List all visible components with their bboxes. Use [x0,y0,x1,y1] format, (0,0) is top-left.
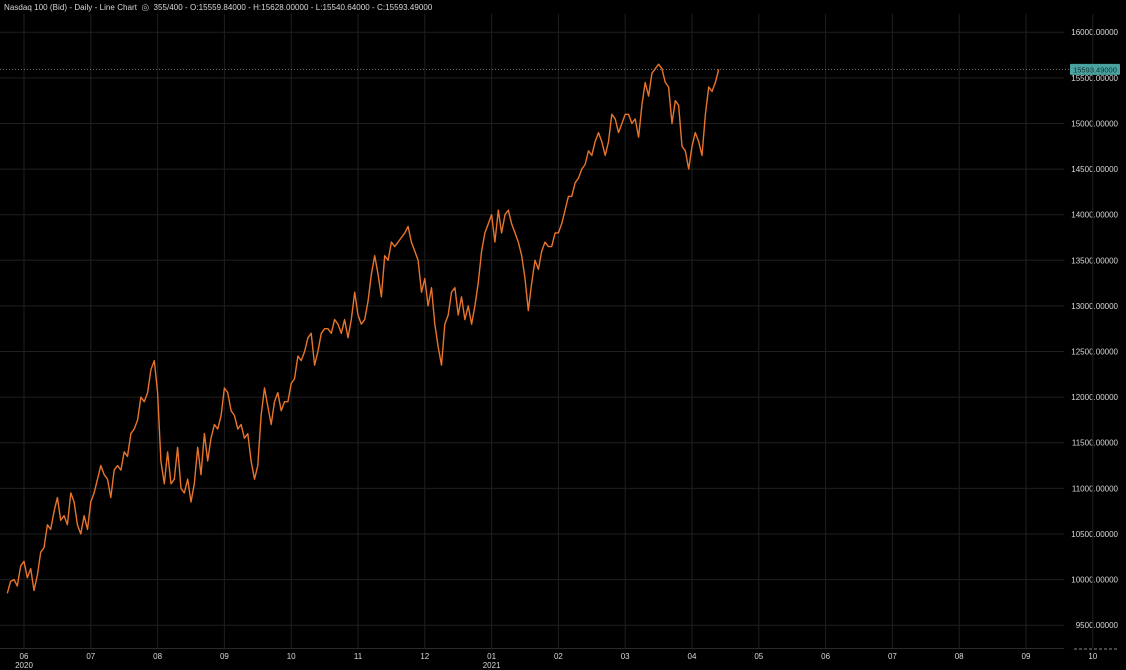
y-tick-label: 15000.00000 [1071,119,1118,128]
instrument-label: Nasdaq 100 (Bid) - Daily - Line Chart [4,3,138,12]
price-series-line [6,63,720,594]
y-tick-label: 9500.00000 [1076,621,1119,630]
x-tick-label: 08 [153,652,162,661]
x-tick-label: 08 [955,652,964,661]
x-tick-label: 02 [554,652,563,661]
last-price-badge [1070,63,1120,75]
x-tick-label: 07 [888,652,897,661]
y-tick-label: 13500.00000 [1071,256,1118,265]
ohlc-readout: 355/400 - O:15559.84000 - H:15628.00000 … [153,3,433,12]
chart-header: Nasdaq 100 (Bid) - Daily - Line Chart ◎ … [4,2,432,13]
year-label: 2020 [15,661,33,670]
y-tick-label: 14000.00000 [1071,211,1118,220]
x-tick-label: 03 [621,652,630,661]
last-price-label: 15593.49000 [1073,65,1117,74]
x-tick-label: 12 [420,652,429,661]
x-tick-label: 06 [20,652,29,661]
x-tick-label: 01 [487,652,496,661]
y-tick-label: 11500.00000 [1072,439,1119,448]
x-tick-label: 11 [354,652,363,661]
x-tick-label: 07 [86,652,95,661]
y-tick-label: 10000.00000 [1071,576,1118,585]
x-tick-label: 10 [287,652,296,661]
y-tick-label: 12500.00000 [1071,348,1118,357]
y-tick-label: 11000.00000 [1072,484,1119,493]
y-tick-label: 14500.00000 [1071,165,1118,174]
y-tick-label: 15500.00000 [1071,74,1118,83]
y-tick-label: 12000.00000 [1071,393,1118,402]
year-label: 2021 [483,661,501,670]
y-tick-label: 16000.00000 [1071,28,1118,37]
x-tick-label: 09 [1022,652,1031,661]
x-tick-label: 10 [1088,652,1097,661]
x-tick-label: 09 [220,652,229,661]
y-tick-label: 10500.00000 [1071,530,1118,539]
x-tick-label: 05 [754,652,763,661]
y-tick-label: 13000.00000 [1071,302,1118,311]
eye-icon[interactable]: ◎ [141,2,150,12]
x-tick-label: 06 [821,652,830,661]
x-tick-label: 04 [688,652,697,661]
